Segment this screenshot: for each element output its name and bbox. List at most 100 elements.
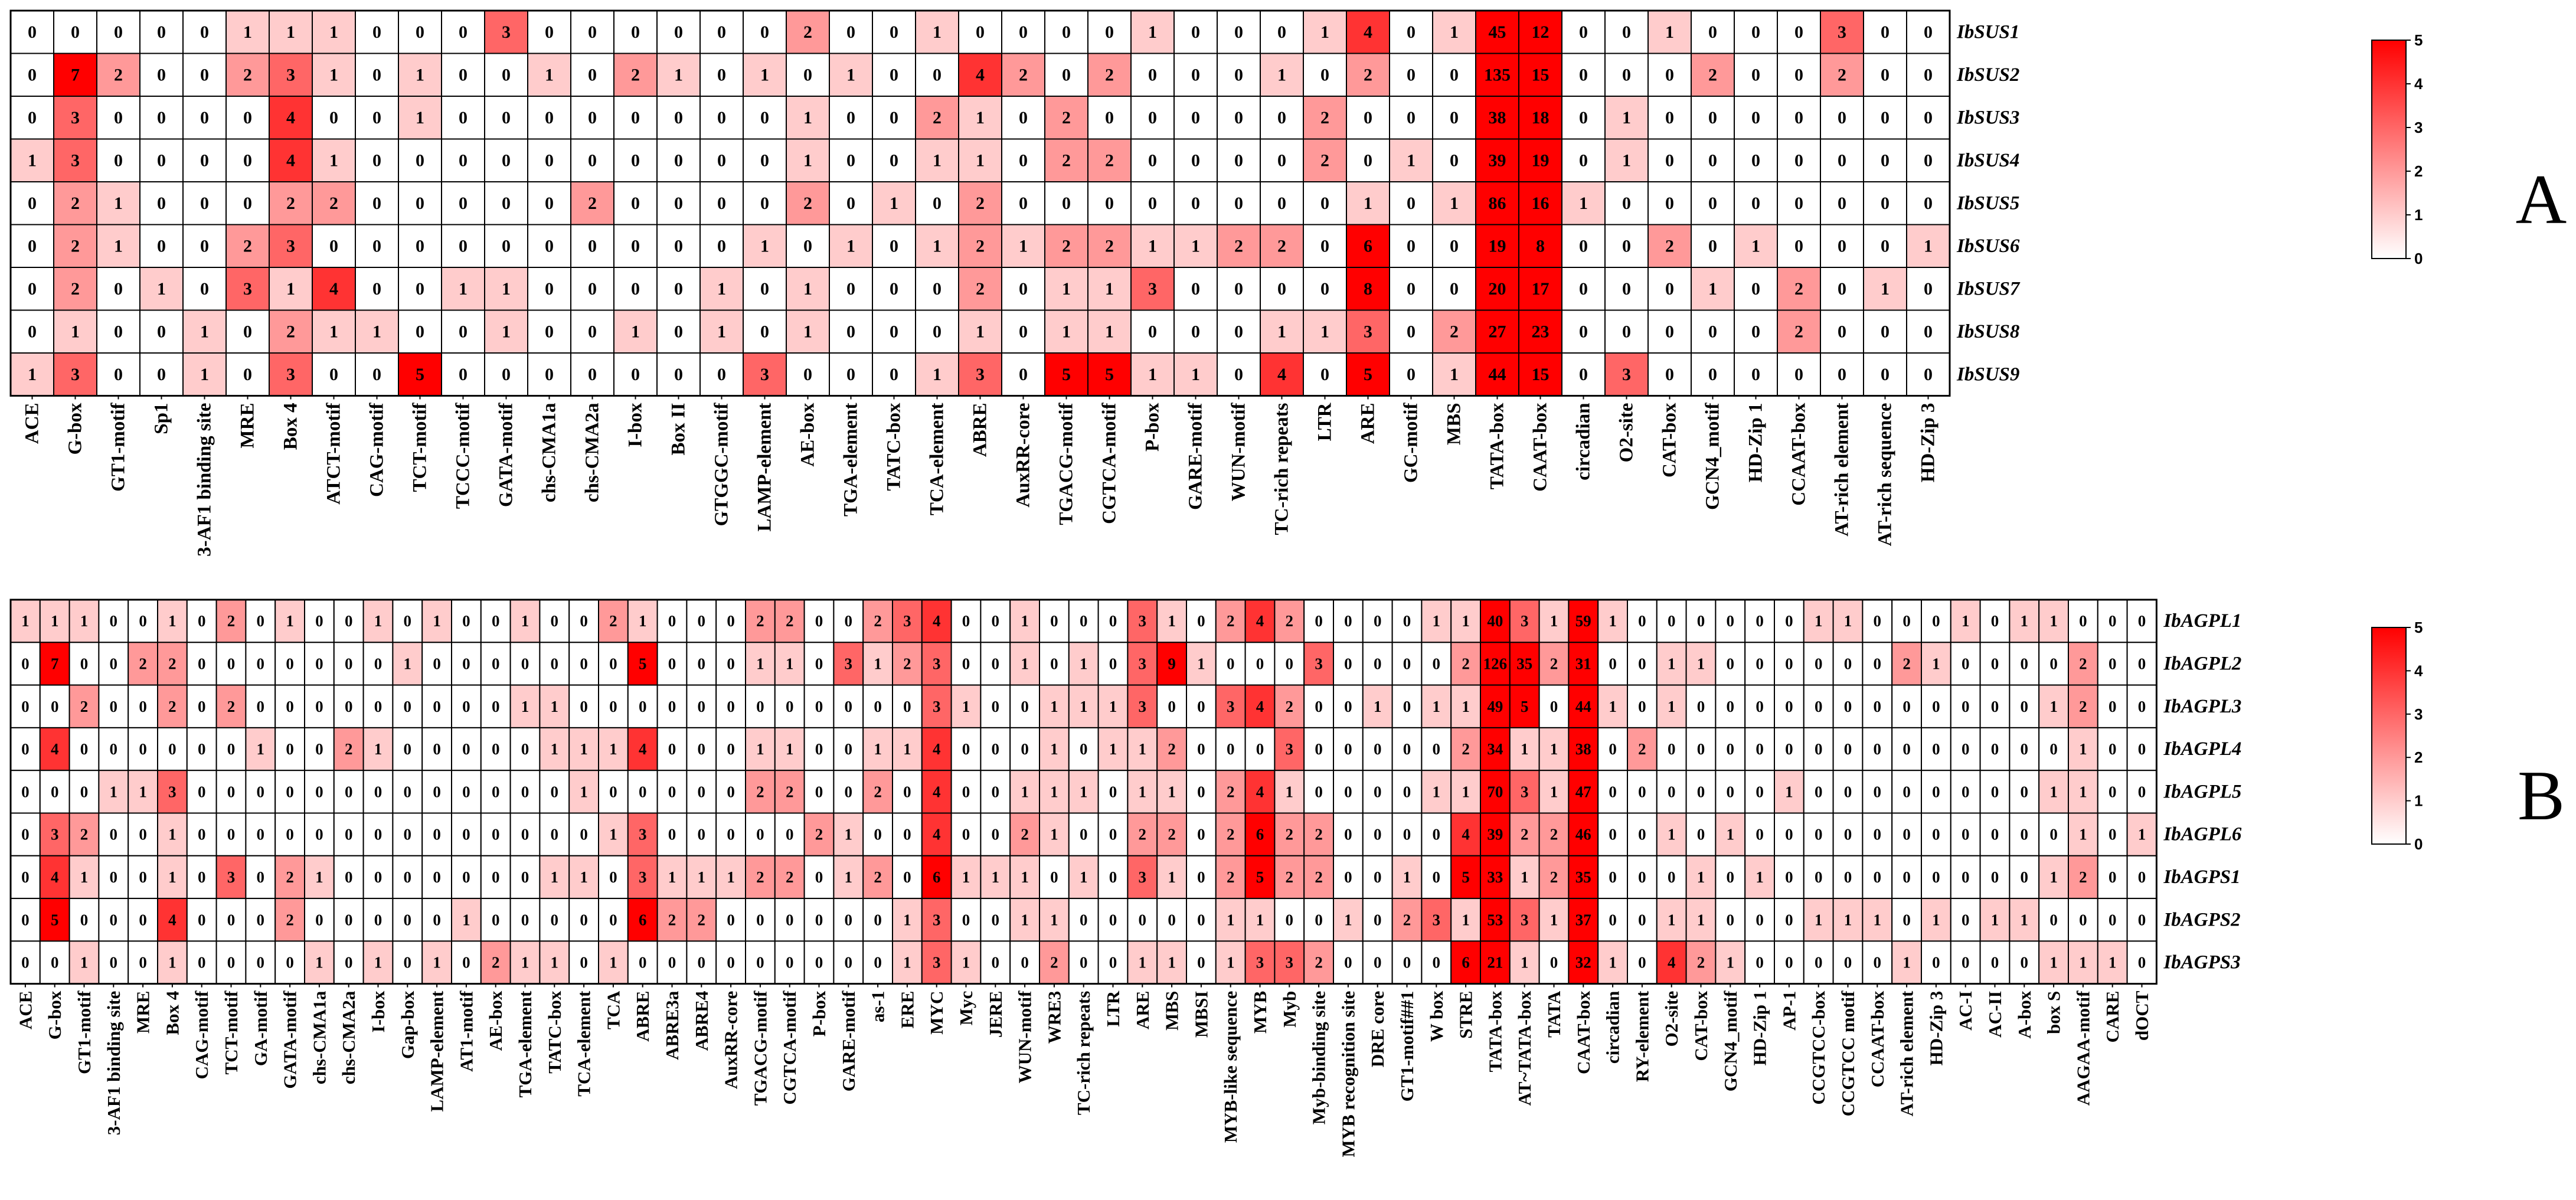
cell-value-label: 0 bbox=[1148, 322, 1157, 341]
heatmap-cell-b-IbAGPS2-DRE-core bbox=[1362, 898, 1393, 942]
cell-value-label: 0 bbox=[639, 783, 647, 800]
cell-value-label: 1 bbox=[1550, 911, 1558, 928]
cell-value-label: 1 bbox=[1168, 612, 1176, 630]
heatmap-cell-b-IbAGPS3-AC-II bbox=[1979, 940, 2011, 985]
cell-value-label: 0 bbox=[139, 698, 147, 715]
cell-value-label: 0 bbox=[2138, 698, 2146, 715]
cell-value-label: 2 bbox=[903, 655, 911, 672]
cell-value-label: 0 bbox=[2049, 911, 2058, 928]
cell-value-label: 1 bbox=[1521, 740, 1529, 758]
cell-value-label: 0 bbox=[315, 783, 323, 800]
cell-value-label: 0 bbox=[462, 826, 470, 843]
cell-value-label: 0 bbox=[760, 22, 769, 42]
cell-value-label: 0 bbox=[903, 783, 911, 800]
colorbar bbox=[2371, 40, 2407, 259]
heatmap-cell-a-IbSUS5-ACE bbox=[10, 181, 54, 225]
heatmap-cell-a-IbSUS4-GT1-motif bbox=[96, 138, 140, 182]
heatmap-cell-b-IbAGPS1-Myb-binding-site bbox=[1303, 855, 1334, 900]
cell-value-label: 0 bbox=[521, 740, 529, 758]
heatmap-cell-b-IbAGPS1-box-S bbox=[2038, 855, 2069, 900]
cell-value-label: 0 bbox=[815, 783, 823, 800]
cell-value-label: 1 bbox=[1521, 954, 1529, 972]
cell-value-label: 1 bbox=[416, 108, 424, 127]
cell-value-label: 0 bbox=[404, 826, 412, 843]
column-label-chs-CMA1a: chs-CMA1a bbox=[539, 403, 560, 503]
column-label-TATA-box: TATA-box bbox=[1485, 990, 1505, 1072]
heatmap-cell-b-IbAGPL5-CCGTCC-motif bbox=[1832, 770, 1864, 814]
heatmap-cell-a-IbSUS5-LTR bbox=[1303, 181, 1347, 225]
cell-value-label: 1 bbox=[1062, 279, 1071, 299]
cell-value-label: 0 bbox=[257, 655, 265, 672]
cell-value-label: 0 bbox=[1109, 655, 1117, 672]
heatmap-cell-a-IbSUS2-MBS bbox=[1432, 53, 1476, 97]
heatmap-cell-b-IbAGPS1-MBSI bbox=[1186, 855, 1217, 900]
column-label-ARE: ARE bbox=[1358, 403, 1379, 444]
cell-value-label: 1 bbox=[1021, 655, 1029, 672]
cell-value-label: 0 bbox=[139, 826, 147, 843]
cell-value-label: 0 bbox=[631, 151, 640, 170]
colorbar-tick-label: 4 bbox=[2414, 662, 2423, 679]
cell-value-label: 0 bbox=[1021, 698, 1029, 715]
cell-value-label: 1 bbox=[760, 65, 769, 84]
heatmap-cell-a-IbSUS3-I-box bbox=[613, 96, 658, 140]
heatmap-cell-b-IbAGPL5-AuxRR-core bbox=[715, 770, 746, 814]
cell-value-label: 0 bbox=[903, 698, 911, 715]
cell-value-label: 7 bbox=[71, 65, 80, 84]
heatmap-cell-b-IbAGPL6-GCN4-motif bbox=[1715, 812, 1746, 856]
cell-value-label: 0 bbox=[1433, 655, 1441, 672]
heatmap-cell-b-IbAGPS1-AT-TATA-box bbox=[1509, 855, 1540, 900]
heatmap-cell-b-IbAGPL4-chs-CMA1a bbox=[304, 727, 335, 771]
cell-value-label: 0 bbox=[21, 911, 30, 928]
cell-value-label: 0 bbox=[1815, 826, 1823, 843]
cell-value-label: 0 bbox=[2108, 698, 2117, 715]
cell-value-label: 6 bbox=[1256, 826, 1264, 843]
heatmap-cell-a-IbSUS9-I-box bbox=[613, 352, 658, 397]
heatmap-cell-b-IbAGPL4-CCAAT-box bbox=[1862, 727, 1893, 771]
cell-value-label: 1 bbox=[1433, 783, 1441, 800]
cell-value-label: 12 bbox=[1532, 22, 1549, 42]
cell-value-label: 1 bbox=[962, 868, 970, 886]
heatmap-cell-a-IbSUS2-chs-CMA2a bbox=[570, 53, 614, 97]
cell-value-label: 0 bbox=[1344, 655, 1352, 672]
cell-value-label: 0 bbox=[1665, 151, 1674, 170]
cell-value-label: 0 bbox=[803, 65, 812, 84]
cell-value-label: 0 bbox=[1881, 322, 1889, 341]
heatmap-cell-b-IbAGPS2-circadian bbox=[1597, 898, 1628, 942]
cell-value-label: 1 bbox=[874, 655, 882, 672]
cell-value-label: 0 bbox=[243, 365, 252, 384]
cell-value-label: 0 bbox=[1638, 612, 1646, 630]
heatmap-cell-b-IbAGPS1-3-AF1-binding-site bbox=[98, 855, 129, 900]
heatmap-cell-a-IbSUS6-chs-CMA2a bbox=[570, 224, 614, 268]
cell-value-label: 135 bbox=[1484, 65, 1511, 84]
cell-value-label: 0 bbox=[1374, 612, 1382, 630]
heatmap-cell-a-IbSUS3-ARE bbox=[1346, 96, 1390, 140]
cell-value-label: 0 bbox=[1403, 655, 1411, 672]
cell-value-label: 5 bbox=[51, 911, 59, 928]
heatmap-cell-b-IbAGPS2-AuxRR-core bbox=[715, 898, 746, 942]
heatmap-cell-b-IbAGPL3-ABRE4 bbox=[686, 684, 717, 728]
column-label-CAG-motif: CAG-motif bbox=[191, 990, 212, 1079]
cell-value-label: 0 bbox=[580, 826, 588, 843]
column-label-circadian: circadian bbox=[1603, 991, 1623, 1064]
heatmap-cell-b-IbAGPS3-JERE bbox=[980, 940, 1011, 985]
heatmap-cell-b-IbAGPS2-CAG-motif bbox=[186, 898, 217, 942]
cell-value-label: 0 bbox=[1234, 151, 1243, 170]
heatmap-cell-b-IbAGPL4-JERE bbox=[980, 727, 1011, 771]
cell-value-label: 1 bbox=[1932, 655, 1940, 672]
cell-value-label: 3 bbox=[933, 911, 941, 928]
cell-value-label: 1 bbox=[903, 740, 911, 758]
cell-value-label: 2 bbox=[668, 911, 676, 928]
cell-value-label: 1 bbox=[329, 151, 338, 170]
cell-value-label: 1 bbox=[874, 740, 882, 758]
cell-value-label: 0 bbox=[1019, 151, 1028, 170]
heatmap-cell-a-IbSUS5-CGTCA-motif bbox=[1087, 181, 1132, 225]
cell-value-label: 0 bbox=[674, 236, 683, 256]
heatmap-cell-a-IbSUS7-CGTCA-motif bbox=[1087, 267, 1132, 311]
cell-value-label: 0 bbox=[502, 236, 511, 256]
cell-value-label: 0 bbox=[1962, 698, 1970, 715]
cell-value-label: 0 bbox=[1197, 783, 1205, 800]
cell-value-label: 1 bbox=[374, 612, 383, 630]
cell-value-label: 0 bbox=[1924, 279, 1933, 299]
heatmap-cell-a-IbSUS3-HD-Zip-1 bbox=[1734, 96, 1778, 140]
heatmap-cell-a-IbSUS2-TATC-box bbox=[872, 53, 916, 97]
